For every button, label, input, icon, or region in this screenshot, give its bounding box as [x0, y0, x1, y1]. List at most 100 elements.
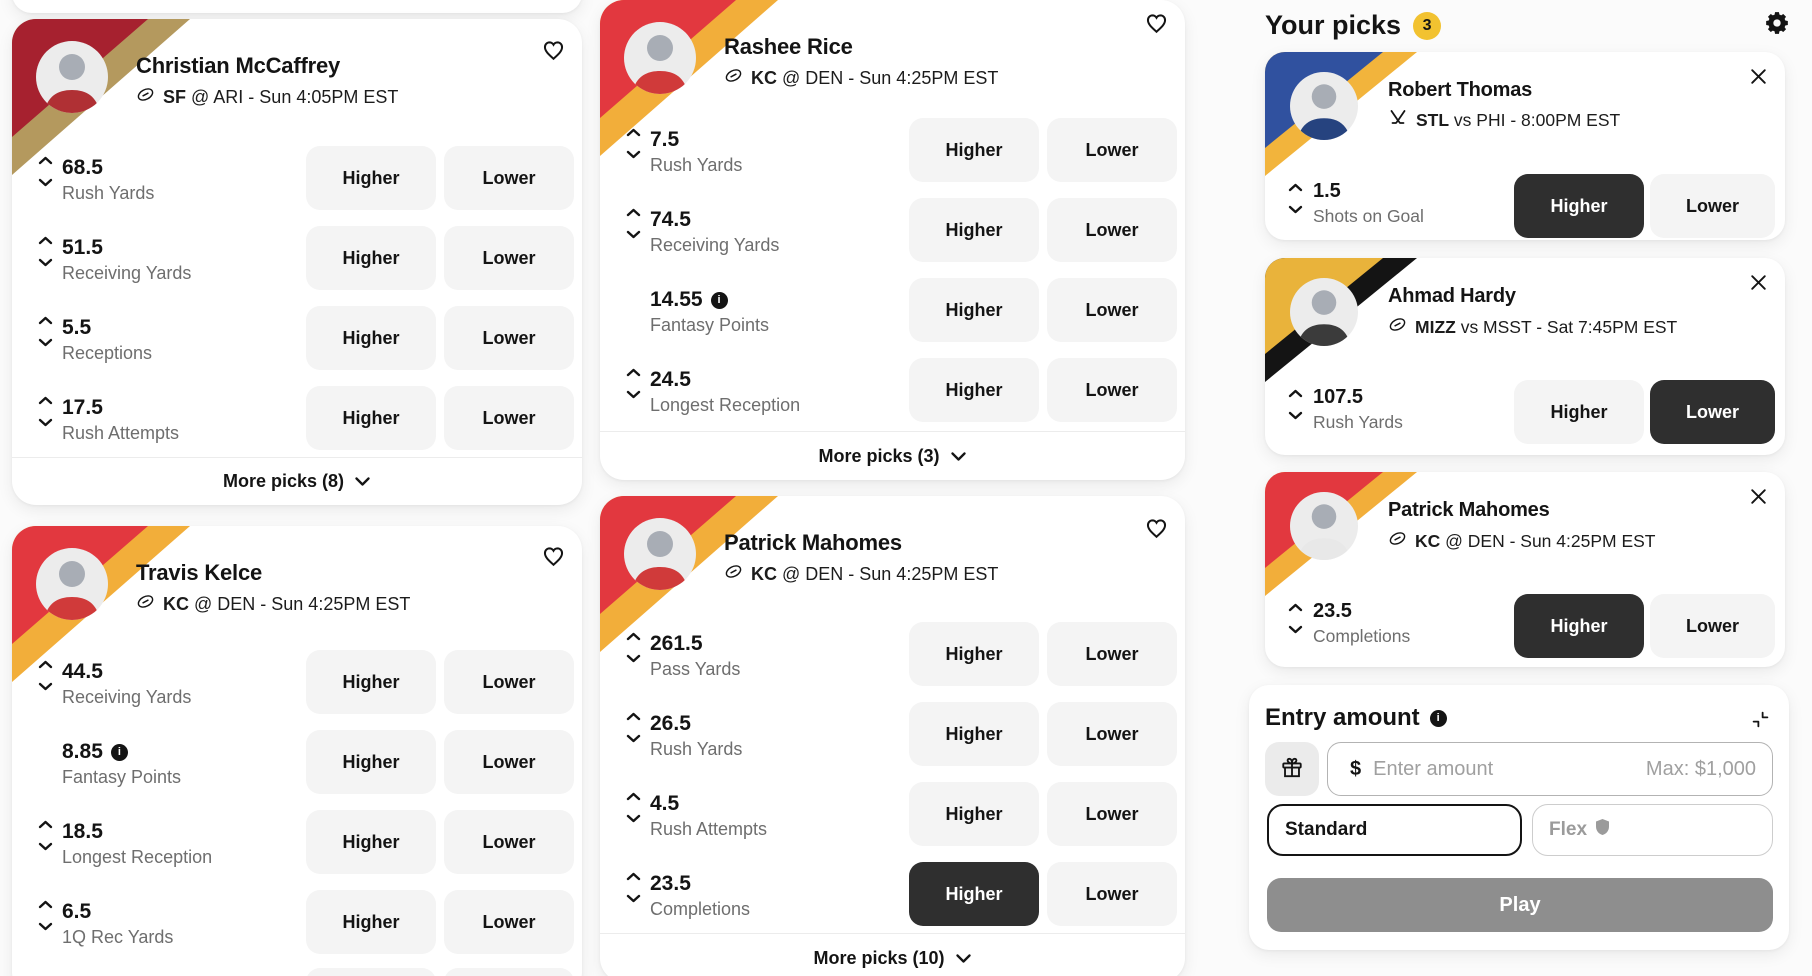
higher-button-partial[interactable]: [306, 968, 436, 976]
chevron-down-icon: [38, 335, 53, 350]
stat-value: 14.55 i: [650, 288, 728, 312]
higher-button[interactable]: Higher: [909, 278, 1039, 342]
lower-button[interactable]: Lower: [444, 226, 574, 290]
favorite-button[interactable]: [1143, 514, 1170, 541]
lower-button[interactable]: Lower: [1047, 862, 1177, 926]
higher-button[interactable]: Higher: [306, 386, 436, 450]
stat-label: Fantasy Points: [650, 315, 770, 335]
remove-pick-button[interactable]: [1748, 486, 1769, 507]
collapse-panel-button[interactable]: [1746, 710, 1775, 729]
flex-entry-button[interactable]: Flex: [1532, 804, 1773, 856]
chevron-up-icon: [38, 393, 53, 408]
higher-button[interactable]: Higher: [909, 862, 1039, 926]
stat-label: Receiving Yards: [650, 235, 780, 255]
lower-button[interactable]: Lower: [1047, 278, 1177, 342]
higher-button[interactable]: Higher: [306, 890, 436, 954]
lower-button[interactable]: Lower: [1047, 622, 1177, 686]
higher-button[interactable]: Higher: [306, 146, 436, 210]
stat-label: Pass Yards: [650, 659, 741, 679]
play-button[interactable]: Play: [1267, 878, 1773, 932]
pick-matchup: MIZZ vs MSST - Sat 7:45PM EST: [1388, 315, 1677, 339]
stat-arrows[interactable]: [38, 153, 53, 190]
matchup-text: @ DEN - Sun 4:25PM EST: [777, 67, 999, 88]
info-icon[interactable]: i: [1429, 709, 1447, 727]
stat-arrows[interactable]: [38, 393, 53, 430]
higher-button[interactable]: Higher: [1514, 174, 1644, 238]
stat-value: 51.5: [62, 236, 103, 260]
remove-pick-button[interactable]: [1748, 66, 1769, 87]
standard-entry-button[interactable]: Standard: [1267, 804, 1522, 856]
lower-button[interactable]: Lower: [444, 306, 574, 370]
stat-arrows[interactable]: [626, 629, 641, 666]
info-icon[interactable]: i: [110, 743, 128, 761]
lower-button[interactable]: Lower: [444, 890, 574, 954]
chevron-up-icon: [1288, 180, 1303, 195]
remove-pick-button[interactable]: [1748, 272, 1769, 293]
lower-button[interactable]: Lower: [1047, 702, 1177, 766]
more-picks-button[interactable]: More picks (10): [600, 934, 1185, 976]
higher-button[interactable]: Higher: [306, 810, 436, 874]
lower-button[interactable]: Lower: [1047, 118, 1177, 182]
more-picks-button[interactable]: More picks (3): [600, 432, 1185, 480]
your-picks-count-badge: 3: [1413, 11, 1442, 40]
stat-arrows[interactable]: [38, 817, 53, 854]
stat-arrows[interactable]: [38, 657, 53, 694]
lower-button[interactable]: Lower: [444, 810, 574, 874]
higher-button[interactable]: Higher: [909, 622, 1039, 686]
lower-button[interactable]: Lower: [444, 650, 574, 714]
stat-value-text: 18.5: [62, 820, 103, 843]
stat-arrows[interactable]: [626, 789, 641, 826]
pick-player-name: Patrick Mahomes: [1388, 499, 1550, 521]
lower-button[interactable]: Lower: [1650, 174, 1775, 238]
favorite-button[interactable]: [1143, 9, 1170, 36]
stat-arrows[interactable]: [1288, 180, 1303, 217]
favorite-button[interactable]: [540, 36, 567, 63]
stat-arrows[interactable]: [1288, 386, 1303, 423]
player-name: Patrick Mahomes: [724, 530, 902, 555]
lower-button[interactable]: Lower: [1650, 380, 1775, 444]
stat-arrows[interactable]: [38, 313, 53, 350]
higher-button[interactable]: Higher: [909, 198, 1039, 262]
stat-arrows[interactable]: [38, 897, 53, 934]
stat-arrows[interactable]: [1288, 600, 1303, 637]
stat-arrows[interactable]: [626, 125, 641, 162]
chevron-up-icon: [38, 817, 53, 832]
chevron-down-icon: [626, 227, 641, 242]
pick-matchup: STL vs PHI - 8:00PM EST: [1388, 109, 1620, 131]
your-picks-header: Your picks 3: [1265, 10, 1442, 41]
higher-button[interactable]: Higher: [306, 306, 436, 370]
lower-button[interactable]: Lower: [444, 386, 574, 450]
lower-button[interactable]: Lower: [1047, 358, 1177, 422]
higher-button[interactable]: Higher: [306, 730, 436, 794]
chevron-up-icon: [626, 205, 641, 220]
stat-arrows[interactable]: [626, 869, 641, 906]
lower-button[interactable]: Lower: [1047, 198, 1177, 262]
higher-button[interactable]: Higher: [306, 650, 436, 714]
higher-button[interactable]: Higher: [1514, 380, 1644, 444]
lower-button-partial[interactable]: [444, 968, 574, 976]
chevron-up-icon: [38, 313, 53, 328]
stat-arrows[interactable]: [626, 205, 641, 242]
settings-button[interactable]: [1764, 10, 1790, 36]
lower-button[interactable]: Lower: [444, 730, 574, 794]
lower-button[interactable]: Lower: [1047, 782, 1177, 846]
more-picks-label: More picks (8): [222, 471, 345, 491]
higher-button[interactable]: Higher: [909, 702, 1039, 766]
stat-arrows[interactable]: [626, 365, 641, 402]
player-card: Christian McCaffrey SF @ ARI - Sun 4:05PM…: [12, 19, 582, 505]
entry-amount-input[interactable]: [1371, 756, 1646, 782]
higher-button[interactable]: Higher: [909, 118, 1039, 182]
info-icon[interactable]: i: [710, 291, 728, 309]
lower-button[interactable]: Lower: [444, 146, 574, 210]
higher-button[interactable]: Higher: [306, 226, 436, 290]
lower-button[interactable]: Lower: [1650, 594, 1775, 658]
gift-button[interactable]: [1265, 742, 1319, 796]
higher-button[interactable]: Higher: [909, 782, 1039, 846]
higher-button[interactable]: Higher: [909, 358, 1039, 422]
favorite-button[interactable]: [540, 542, 567, 569]
more-picks-button[interactable]: More picks (8): [12, 458, 582, 505]
stat-arrows[interactable]: [626, 709, 641, 746]
higher-button[interactable]: Higher: [1514, 594, 1644, 658]
avatar: [1290, 72, 1358, 140]
stat-arrows[interactable]: [38, 233, 53, 270]
